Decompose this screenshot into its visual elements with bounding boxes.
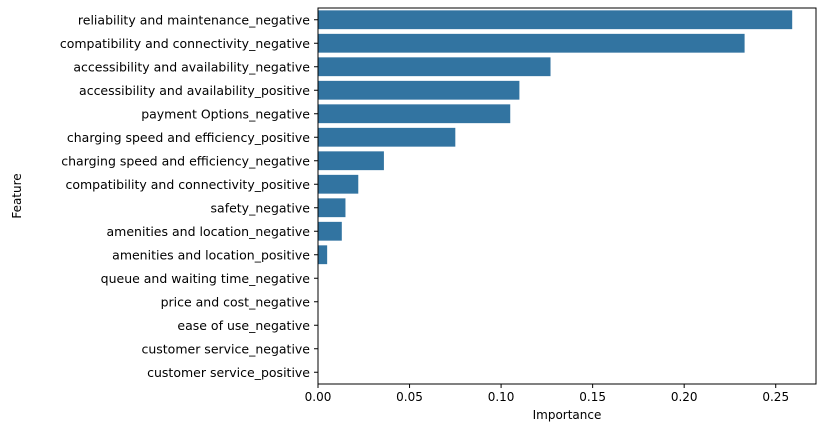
- x-tick-label: 0.00: [305, 390, 332, 404]
- bar: [318, 10, 793, 30]
- bar: [318, 80, 520, 100]
- category-label: customer service_negative: [141, 341, 310, 356]
- bar: [318, 151, 384, 171]
- plot-frame: [317, 7, 817, 385]
- x-tick-label: 0.20: [671, 390, 698, 404]
- category-label: compatibility and connectivity_positive: [65, 177, 310, 192]
- x-ticks: 0.00 0.05 0.10 0.15 0.20 0.25: [305, 384, 789, 404]
- bar: [318, 127, 456, 147]
- bar: [318, 33, 745, 53]
- bar: [318, 198, 346, 218]
- bar: [318, 104, 511, 124]
- category-label: safety_negative: [211, 200, 311, 215]
- category-label: amenities and location_negative: [107, 224, 311, 239]
- category-label: charging speed and efficiency_negative: [61, 153, 310, 168]
- category-label: reliability and maintenance_negative: [78, 12, 310, 27]
- x-tick-label: 0.15: [579, 390, 606, 404]
- category-label: price and cost_negative: [161, 294, 311, 309]
- category-labels: reliability and maintenance_negativecomp…: [60, 12, 318, 380]
- category-label: queue and waiting time_negative: [101, 271, 311, 286]
- category-label: charging speed and efficiency_positive: [67, 130, 310, 145]
- category-label: compatibility and connectivity_negative: [60, 36, 310, 51]
- x-tick-label: 0.25: [762, 390, 789, 404]
- bar: [318, 57, 551, 77]
- category-label: accessibility and availability_negative: [73, 59, 310, 74]
- category-label: payment Options_negative: [141, 106, 310, 121]
- category-label: accessibility and availability_positive: [79, 83, 310, 98]
- x-tick-label: 0.10: [488, 390, 515, 404]
- x-tick-label: 0.05: [396, 390, 423, 404]
- bars-group: [318, 10, 793, 265]
- category-label: amenities and location_positive: [112, 247, 310, 262]
- category-label: customer service_positive: [147, 365, 310, 380]
- bar: [318, 174, 359, 194]
- category-label: ease of use_negative: [177, 318, 310, 333]
- bar: [318, 221, 342, 241]
- x-axis-label: Importance: [533, 408, 602, 422]
- bar: [318, 245, 328, 265]
- y-axis-label: Feature: [10, 173, 24, 218]
